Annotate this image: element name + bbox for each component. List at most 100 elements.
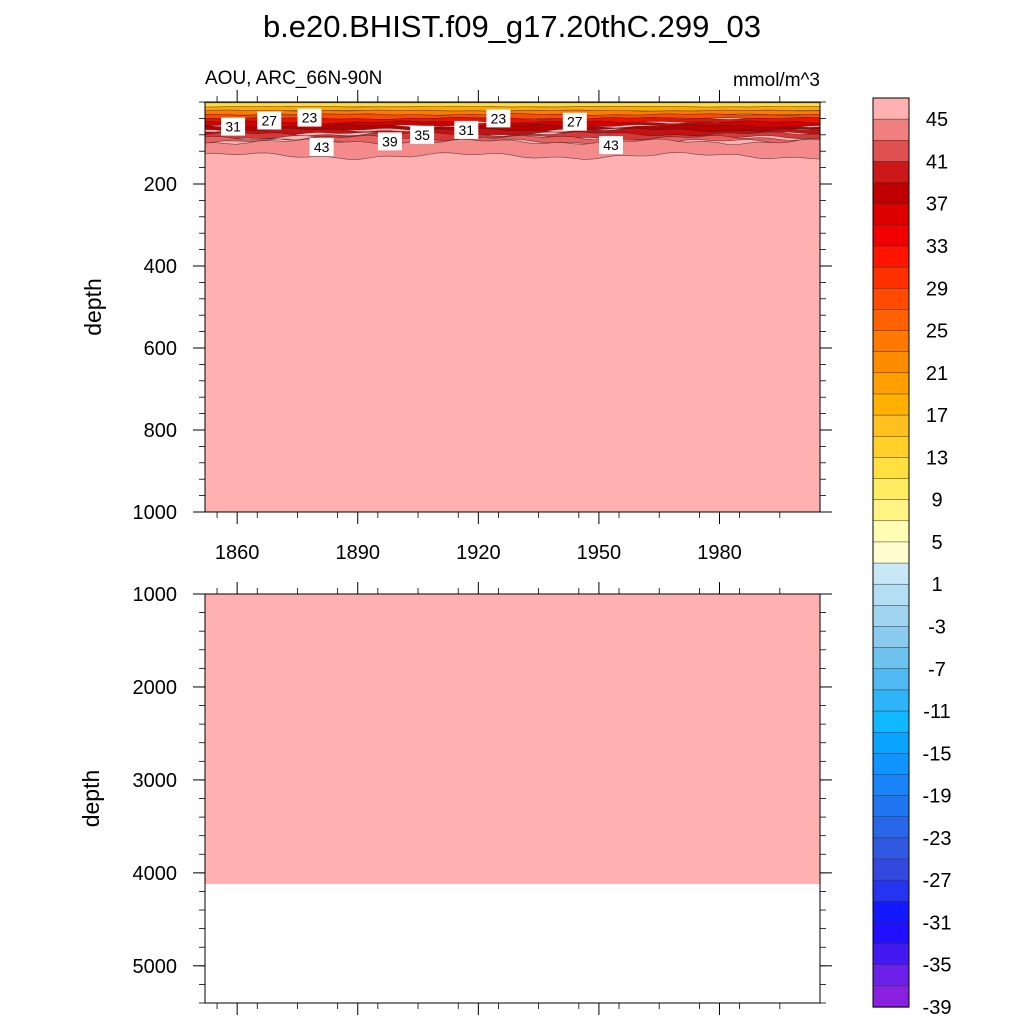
contour-label-text: 43: [603, 137, 619, 153]
colorbar: 45 41 37 33 29 25 21 17 13 9 5 1 -3 -7 -11 -15 -19 -23 -27…: [872, 97, 952, 1019]
colorbar-swatch: [872, 330, 910, 353]
contour-label-box: [309, 138, 334, 157]
contour-label-text: 31: [225, 119, 241, 135]
colorbar-swatch: [872, 245, 910, 268]
x-tick-label: 1890: [335, 542, 380, 564]
colorbar-swatch: [872, 647, 910, 670]
x-tick-label: 1950: [577, 542, 622, 564]
colorbar-swatch: [872, 901, 910, 924]
contour-label-text: 27: [567, 114, 583, 130]
colorbar-swatch: [872, 478, 910, 501]
fill-region: [205, 102, 820, 512]
colorbar-swatch: [872, 774, 910, 797]
contour-label: 35: [410, 125, 435, 144]
colorbar-swatch: [872, 266, 910, 289]
colorbar-swatch: [872, 309, 910, 332]
colorbar-swatch: [872, 351, 910, 374]
colorbar-label: 29: [926, 278, 948, 300]
colorbar-swatch: [872, 689, 910, 712]
contour-label-box: [454, 120, 479, 139]
contour-label-box: [486, 109, 511, 128]
colorbar-swatch: [872, 879, 910, 902]
colorbar-frame: [872, 97, 910, 1008]
contour-label-box: [257, 111, 282, 130]
contour-label-text: 43: [314, 139, 330, 155]
colorbar-label: 21: [926, 363, 948, 385]
colorbar-label: -15: [923, 743, 952, 765]
colorbar-swatch: [872, 668, 910, 691]
colorbar-label: -19: [923, 786, 952, 808]
colorbar-label: -11: [923, 701, 950, 723]
y-tick-label: 5000: [133, 956, 178, 978]
colorbar-label: 37: [926, 194, 948, 216]
units-label: mmol/m^3: [733, 70, 820, 91]
y-tick-label: 600: [144, 338, 177, 360]
colorbar-label: 25: [926, 321, 948, 343]
y-tick-label: 1000: [133, 502, 178, 524]
colorbar-swatch: [872, 182, 910, 205]
x-tick-label: 1980: [697, 542, 742, 564]
colorbar-swatch: [872, 224, 910, 247]
plot-frame: [204, 101, 821, 513]
colorbar-label: 17: [926, 405, 948, 427]
colorbar-swatch: [872, 499, 910, 522]
x-tick-label: 1920: [456, 542, 501, 564]
colorbar-swatch: [872, 858, 910, 881]
variable-label: AOU, ARC_66N-90N: [205, 68, 382, 89]
colorbar-swatch: [872, 520, 910, 543]
colorbar-label: -27: [923, 870, 952, 892]
colorbar-swatch: [872, 435, 910, 459]
contour-label: 23: [297, 108, 322, 127]
contour-label: 43: [599, 136, 623, 155]
colorbar-swatch: [872, 964, 910, 987]
colorbar-swatch: [872, 626, 910, 649]
colorbar-swatch: [872, 837, 910, 860]
contour-label-text: 23: [302, 110, 318, 126]
colorbar-swatch: [872, 97, 910, 120]
contour-label-text: 39: [382, 133, 398, 149]
colorbar-swatch: [872, 541, 910, 564]
colorbar-swatch: [872, 562, 910, 585]
contour-label-box: [297, 108, 322, 127]
y-axis-label: depth: [80, 278, 106, 336]
colorbar-swatch: [872, 372, 910, 395]
colorbar-swatch: [872, 943, 910, 966]
y-tick-label: 3000: [133, 770, 178, 792]
colorbar-swatch: [872, 985, 910, 1008]
contour-label-box: [377, 132, 402, 151]
x-tick-label: 1860: [215, 542, 260, 564]
y-tick-label: 200: [144, 174, 177, 196]
y-tick-label: 400: [144, 256, 177, 278]
colorbar-swatch: [872, 203, 910, 226]
colorbar-label: -3: [928, 616, 946, 638]
colorbar-swatch: [872, 731, 910, 754]
colorbar-label: 5: [931, 532, 942, 554]
colorbar-label: 41: [926, 151, 948, 173]
lower-panel: 1000 2000 3000 4000 5000 depth: [78, 582, 832, 1015]
contour-label: 31: [454, 120, 479, 139]
contour-label-text: 27: [262, 113, 278, 129]
y-tick-label: 4000: [133, 863, 178, 885]
y-tick-label: 2000: [133, 677, 178, 699]
contour-label: 27: [562, 112, 587, 131]
colorbar-label: -39: [923, 997, 952, 1019]
chart-title: b.e20.BHIST.f09_g17.20thC.299_03: [263, 9, 761, 44]
contour-label-box: [599, 136, 623, 155]
contour-label-box: [562, 112, 587, 131]
colorbar-label: 45: [926, 109, 948, 131]
colorbar-label: 9: [931, 490, 942, 512]
contour-label-text: 31: [459, 122, 475, 138]
colorbar-swatch: [872, 753, 910, 776]
y-tick-label: 800: [144, 420, 177, 442]
colorbar-swatch: [872, 605, 910, 628]
fill-region: [205, 594, 820, 885]
colorbar-swatch: [872, 795, 910, 818]
upper-panel: 31 27 23 43 39 35 31 23 27 43 200 400 600 800 1000 dept…: [80, 90, 832, 564]
contour-label-box: [410, 125, 435, 144]
colorbar-swatch: [872, 118, 910, 141]
colorbar-swatch: [872, 161, 910, 184]
colorbar-swatch: [872, 414, 910, 437]
colorbar-swatch: [872, 710, 910, 733]
colorbar-swatch: [872, 583, 910, 606]
